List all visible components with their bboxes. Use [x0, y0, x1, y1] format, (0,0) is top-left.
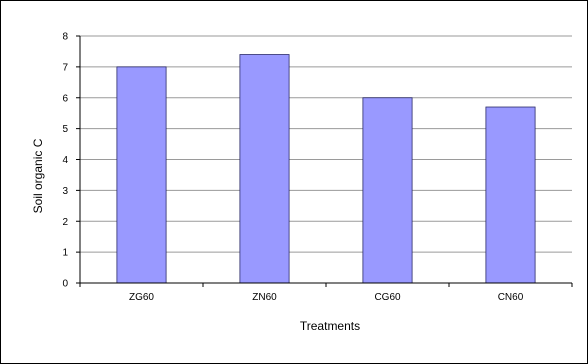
y-tick-label-4: 4 [62, 155, 68, 166]
y-tick-label-6: 6 [62, 93, 68, 104]
y-tick-labels: 0 1 2 3 4 5 6 7 8 [62, 32, 68, 290]
y-tick-label-0: 0 [62, 279, 68, 290]
x-tick-label-CG60: CG60 [374, 292, 401, 303]
bar-CG60 [362, 97, 413, 284]
bar-ZN60 [239, 54, 290, 284]
y-tick-label-3: 3 [62, 186, 68, 197]
bars [116, 54, 536, 284]
y-tick-label-1: 1 [62, 248, 68, 259]
bar-CN60 [485, 106, 536, 284]
x-tick-label-CN60: CN60 [498, 292, 524, 303]
y-tick-label-8: 8 [62, 32, 68, 43]
x-tick-labels: ZG60 ZN60 CG60 CN60 [129, 292, 524, 303]
y-axis-title: Soil organic C [31, 138, 45, 213]
axes [76, 35, 573, 287]
x-axis-title: Treatments [300, 319, 360, 333]
y-tick-label-5: 5 [62, 124, 68, 135]
x-tick-label-ZN60: ZN60 [252, 292, 277, 303]
y-tick-label-2: 2 [62, 217, 68, 228]
y-tick-label-7: 7 [62, 62, 68, 73]
x-tick-label-ZG60: ZG60 [129, 292, 154, 303]
bar-ZG60 [116, 66, 167, 284]
